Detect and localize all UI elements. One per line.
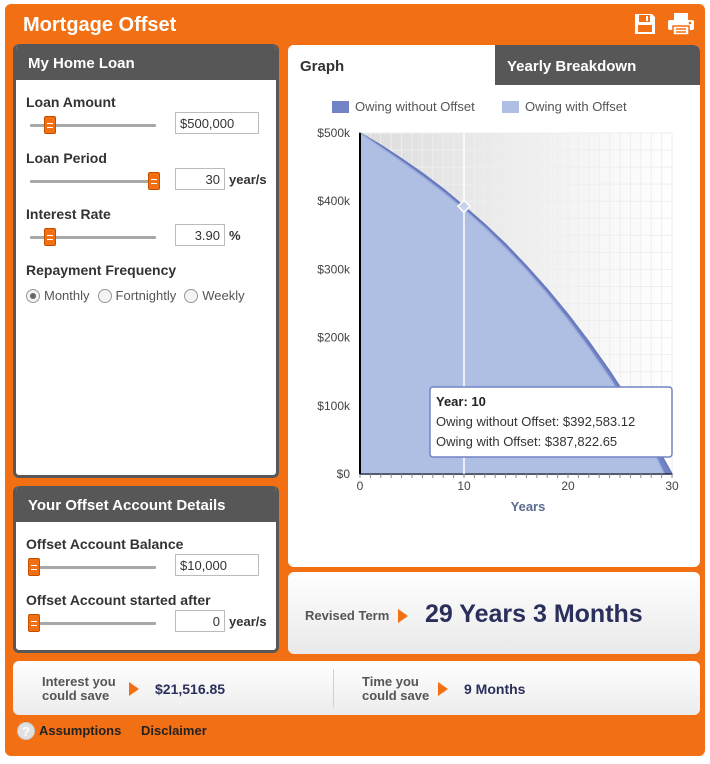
savings-divider bbox=[333, 669, 334, 707]
interest-rate-slider-handle[interactable] bbox=[44, 228, 56, 246]
offset-started-slider[interactable] bbox=[28, 614, 156, 632]
interest-rate-unit: % bbox=[229, 228, 241, 243]
revised-term-arrow-icon bbox=[398, 609, 408, 623]
mortgage-offset-calculator: Mortgage Offset My Home Loan Loan Amount… bbox=[5, 4, 705, 756]
offset-started-label: Offset Account started after bbox=[26, 592, 211, 608]
disclaimer-link[interactable]: Disclaimer bbox=[141, 723, 207, 738]
savings-panel: Interest you could save $21,516.85 Time … bbox=[13, 661, 700, 715]
revised-term-label: Revised Term bbox=[305, 608, 390, 623]
repayment-frequency-label: Repayment Frequency bbox=[26, 262, 177, 278]
offset-balance-input[interactable]: $10,000 bbox=[175, 554, 259, 576]
y-tick-label: $100k bbox=[317, 399, 351, 413]
hover-marker bbox=[456, 199, 472, 214]
loan-period-unit: year/s bbox=[229, 172, 267, 187]
loan-period-input[interactable]: 30 bbox=[175, 168, 225, 190]
interest-save-label-line1: Interest you bbox=[42, 674, 116, 689]
radio-fortnightly[interactable]: Fortnightly bbox=[97, 288, 177, 303]
tab-graph[interactable]: Graph bbox=[288, 45, 495, 85]
home-loan-panel: My Home Loan Loan Amount $500,000 Loan P… bbox=[13, 44, 279, 478]
radio-monthly[interactable]: Monthly bbox=[26, 288, 90, 303]
y-tick-label: $300k bbox=[317, 262, 351, 276]
time-save-label-line2: could save bbox=[362, 688, 430, 703]
interest-rate-label: Interest Rate bbox=[26, 206, 111, 222]
legend-swatch-1 bbox=[332, 101, 349, 113]
offset-started-unit: year/s bbox=[229, 614, 267, 629]
help-icon[interactable]: ? bbox=[17, 722, 35, 740]
x-axis-label: Years bbox=[511, 499, 546, 514]
offset-started-field: Offset Account started after 0 year/s bbox=[26, 592, 267, 632]
interest-rate-input[interactable]: 3.90 bbox=[175, 224, 225, 246]
time-save-label-line1: Time you bbox=[362, 674, 419, 689]
offset-started-input[interactable]: 0 bbox=[175, 610, 225, 632]
interest-save-value: $21,516.85 bbox=[155, 681, 226, 697]
loan-period-field: Loan Period 30 year/s bbox=[26, 150, 267, 190]
repayment-frequency-group: Monthly Fortnightly Weekly bbox=[26, 288, 245, 303]
x-tick-label: 20 bbox=[561, 479, 575, 493]
print-icon[interactable] bbox=[667, 12, 695, 36]
time-save-label: Time you could save bbox=[362, 675, 429, 703]
offset-account-heading: Your Offset Account Details bbox=[16, 486, 276, 522]
y-tick-label: $200k bbox=[317, 331, 351, 345]
loan-period-slider-handle[interactable] bbox=[148, 172, 160, 190]
radio-monthly-dot[interactable] bbox=[26, 288, 40, 303]
loan-amount-slider-handle[interactable] bbox=[44, 116, 56, 134]
y-tick-label: $0 bbox=[337, 467, 351, 481]
tooltip-title: Year: 10 bbox=[436, 394, 486, 409]
x-tick-label: 0 bbox=[357, 479, 364, 493]
time-save-arrow-icon bbox=[438, 682, 448, 696]
offset-started-slider-handle[interactable] bbox=[28, 614, 40, 632]
radio-fortnightly-dot[interactable] bbox=[97, 288, 112, 303]
offset-account-panel: Your Offset Account Details Offset Accou… bbox=[13, 486, 279, 653]
offset-balance-label: Offset Account Balance bbox=[26, 536, 184, 552]
interest-save-label: Interest you could save bbox=[42, 675, 116, 703]
interest-rate-field: Interest Rate 3.90 % bbox=[26, 206, 266, 246]
radio-weekly-label[interactable]: Weekly bbox=[202, 288, 245, 303]
tooltip-box bbox=[429, 386, 673, 458]
tooltip-line-1: Owing without Offset: $392,583.12 bbox=[436, 414, 635, 429]
chart-tooltip: Year: 10 Owing without Offset: $392,583.1… bbox=[429, 386, 673, 458]
legend-label-2: Owing with Offset bbox=[525, 99, 627, 114]
radio-fortnightly-label[interactable]: Fortnightly bbox=[115, 288, 177, 303]
revised-term-panel: Revised Term 29 Years 3 Months bbox=[288, 572, 700, 654]
radio-monthly-label[interactable]: Monthly bbox=[44, 288, 90, 303]
tab-yearly-breakdown[interactable]: Yearly Breakdown bbox=[495, 45, 700, 85]
save-icon[interactable] bbox=[633, 12, 657, 36]
loan-period-label: Loan Period bbox=[26, 150, 107, 166]
y-tick-label: $400k bbox=[317, 194, 351, 208]
radio-weekly[interactable]: Weekly bbox=[184, 288, 245, 303]
tooltip-line-2: Owing with Offset: $387,822.65 bbox=[436, 434, 617, 449]
offset-balance-slider[interactable] bbox=[28, 558, 156, 576]
assumptions-link[interactable]: Assumptions bbox=[39, 723, 122, 738]
time-save-value: 9 Months bbox=[464, 681, 526, 697]
loan-amount-field: Loan Amount $500,000 bbox=[26, 94, 266, 134]
offset-balance-slider-handle[interactable] bbox=[28, 558, 40, 576]
x-tick-label: 30 bbox=[665, 479, 679, 493]
loan-period-slider[interactable] bbox=[30, 172, 160, 190]
app-title: Mortgage Offset bbox=[23, 14, 177, 36]
radio-weekly-dot[interactable] bbox=[184, 288, 199, 303]
graph-panel: Graph Yearly Breakdown 0 10 20 30 $0 $100k $20… bbox=[288, 45, 700, 567]
y-tick-label: $500k bbox=[317, 126, 351, 140]
interest-rate-slider[interactable] bbox=[30, 228, 156, 246]
home-loan-heading: My Home Loan bbox=[16, 44, 276, 80]
loan-amount-input[interactable]: $500,000 bbox=[175, 112, 259, 134]
x-tick-label: 10 bbox=[457, 479, 471, 493]
balance-chart: 0 10 20 30 $0 $100k $200k $300k $400k $500k Years O… bbox=[317, 99, 679, 514]
interest-save-label-line2: could save bbox=[42, 688, 110, 703]
interest-save-arrow-icon bbox=[129, 682, 139, 696]
legend-swatch-2 bbox=[502, 101, 519, 113]
loan-amount-label: Loan Amount bbox=[26, 94, 116, 110]
loan-amount-slider[interactable] bbox=[30, 116, 156, 134]
legend-label-1: Owing without Offset bbox=[355, 99, 475, 114]
revised-term-value: 29 Years 3 Months bbox=[425, 600, 643, 628]
offset-balance-field: Offset Account Balance $10,000 bbox=[26, 536, 266, 576]
